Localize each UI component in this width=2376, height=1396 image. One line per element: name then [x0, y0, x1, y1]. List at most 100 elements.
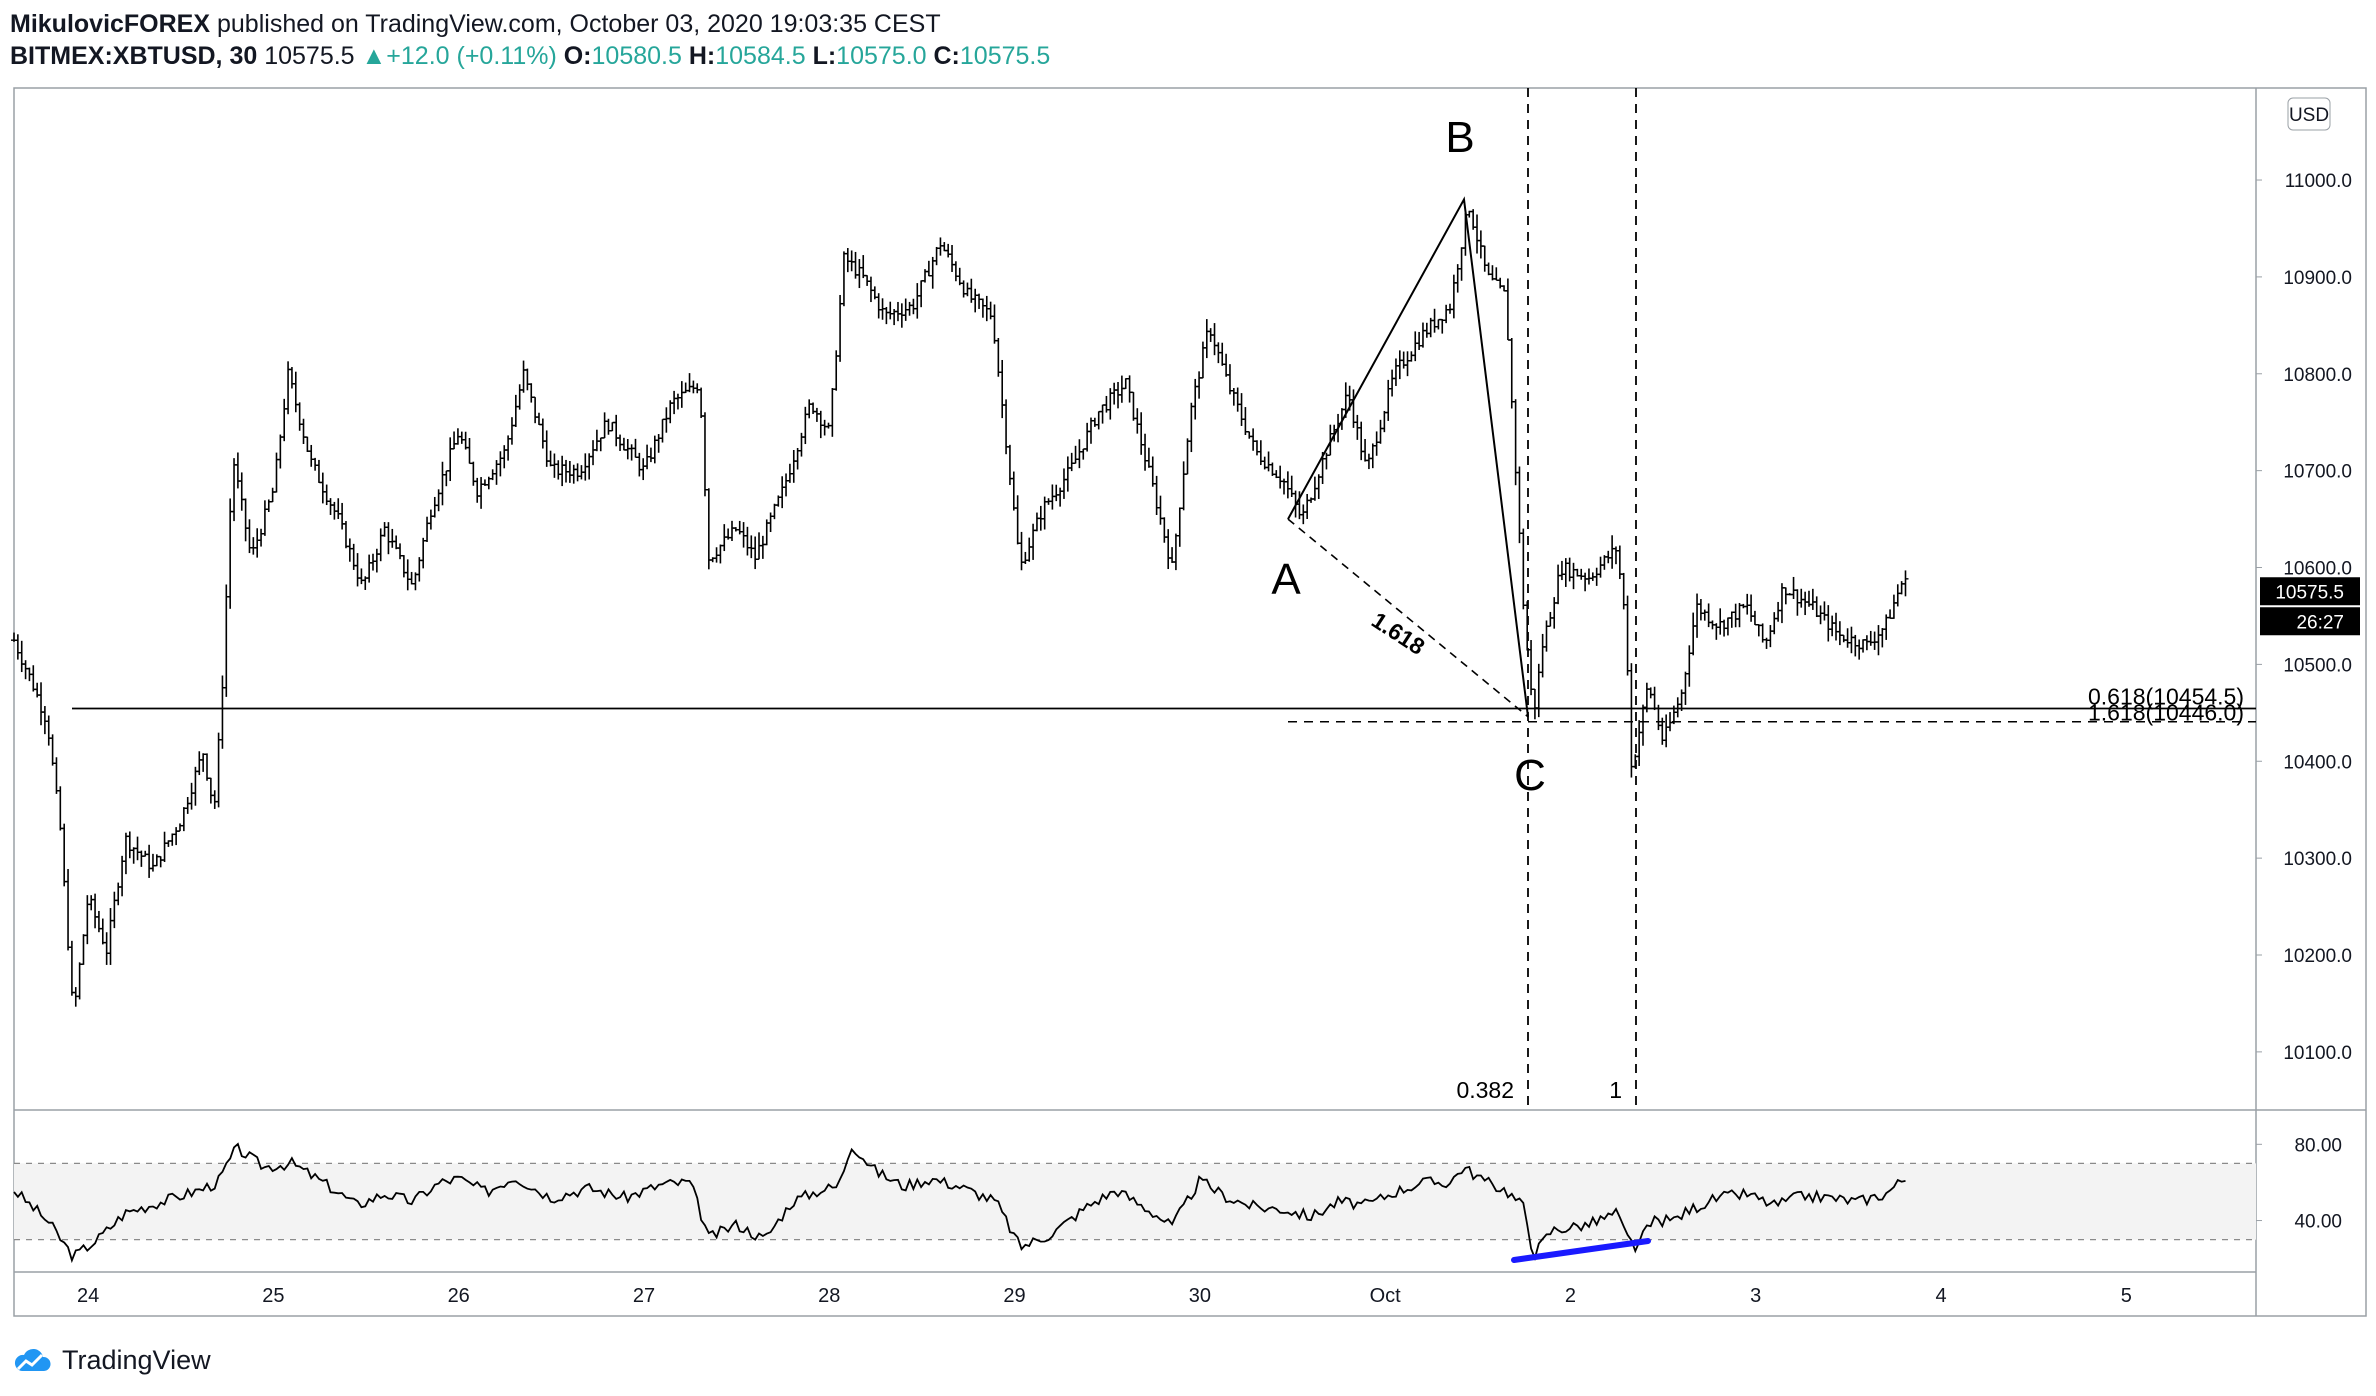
ohlc-bar [196, 751, 203, 776]
ohlc-bar [1373, 431, 1380, 456]
ohlc-bar [837, 294, 844, 362]
ohlc-bar [1281, 478, 1288, 495]
ohlc-bar [288, 367, 295, 389]
ohlc-bar [323, 484, 330, 506]
ohlc-bar [238, 472, 245, 511]
ohlc-bar [1867, 630, 1874, 646]
ohlc-bar [319, 472, 326, 504]
ohlc-bar [281, 398, 288, 442]
ohlc-bar [427, 509, 434, 530]
ohlc-bar [802, 406, 809, 445]
ohlc-bar [1751, 610, 1758, 626]
wave-label-b: B [1445, 113, 1474, 162]
ohlc-bar [995, 337, 1002, 377]
ohlc-bar [1593, 567, 1600, 586]
ohlc-bar [1095, 410, 1102, 430]
ohlc-bar [1284, 471, 1291, 499]
ohlc-bar [1315, 474, 1322, 499]
ohlc-bar [435, 489, 442, 512]
ohlc-bar [1690, 612, 1697, 656]
author-name[interactable]: MikulovicFOREX [10, 10, 211, 38]
ohlc-bar [373, 548, 380, 573]
ohlc-bar [1887, 609, 1894, 619]
ohlc-bar [979, 298, 986, 318]
ohlc-bar [188, 782, 195, 810]
ohlc-bar [1875, 625, 1882, 656]
publish-line: MikulovicFOREX published on TradingView.… [10, 8, 1050, 40]
ohlc-bar [84, 895, 91, 945]
ohlc-bar [1385, 379, 1392, 421]
ohlc-bar [1736, 602, 1743, 628]
ohlc-bar [231, 458, 238, 522]
ohlc-bar [1184, 438, 1191, 475]
ohlc-bar [200, 753, 207, 772]
abc-pattern-line[interactable] [1287, 196, 1529, 717]
ohlc-bar [752, 536, 759, 570]
symbol-label[interactable]: BITMEX:XBTUSD, 30 [10, 42, 258, 70]
ohlc-bar [605, 418, 612, 435]
time-tick-label: 4 [1935, 1285, 1946, 1307]
ohlc-bar [1400, 351, 1407, 369]
currency-badge-box[interactable] [2287, 97, 2331, 131]
ohlc-bar [1396, 350, 1403, 380]
time-tick-label: 25 [262, 1285, 284, 1307]
ohlc-bar [570, 464, 577, 484]
chart-frame [13, 87, 2367, 1317]
countdown-tag-box [2260, 607, 2360, 636]
ohlc-bar [829, 388, 836, 437]
ohlc-bar [80, 934, 87, 965]
ohlc-bar [1778, 583, 1785, 624]
ohlc-bar [1450, 274, 1457, 319]
ohlc-bar [107, 908, 114, 965]
ohlc-bar [728, 520, 735, 541]
ohlc-bar [68, 940, 75, 996]
ohlc-bar [1431, 308, 1438, 333]
ohlc-bar [1064, 456, 1071, 492]
ohlc-bar [636, 452, 643, 477]
ohlc-bar [478, 477, 485, 509]
ohlc-bar [906, 301, 913, 316]
tradingview-logo[interactable]: TradingView [12, 1340, 211, 1380]
ohlc-bar [1578, 568, 1585, 580]
ohlc-bar [524, 368, 531, 391]
ohlc-bar [1030, 523, 1037, 560]
wave-label-a: A [1271, 555, 1301, 604]
ohlc-bar [1211, 323, 1218, 356]
ohlc-bar [671, 390, 678, 415]
ohlc-bar [1192, 378, 1199, 420]
ohlc-bar [678, 381, 685, 408]
ohlc-bar [466, 438, 473, 465]
ohlc-bar [497, 451, 504, 477]
ohlc-bar [875, 293, 882, 319]
ohlc-bar [366, 554, 373, 583]
ohlc-bar [1033, 512, 1040, 532]
ohlc-bar [1474, 214, 1481, 254]
time-tick-label: 27 [633, 1285, 655, 1307]
ohlc-bar [420, 537, 427, 569]
ohlc-bar [945, 243, 952, 258]
ohlc-bar [617, 434, 624, 451]
ohlc-bar [1547, 611, 1554, 627]
ohlc-bar [1408, 351, 1415, 362]
ohlc-bar [717, 544, 724, 564]
ac-projection-line[interactable] [1287, 518, 1529, 718]
ohlc-bar [1848, 626, 1855, 654]
ohlc-bar [929, 256, 936, 289]
price-tick-label: 10800.0 [2283, 365, 2352, 386]
countdown-tag: 26:27 [2296, 612, 2344, 633]
ohlc-bar [308, 444, 315, 467]
ohlc-bar [1902, 570, 1909, 597]
rsi-divergence-line[interactable] [1511, 1238, 1651, 1263]
ohlc-bar [844, 248, 851, 273]
ohlc-bar [910, 298, 917, 315]
ohlc-bar [1620, 572, 1627, 610]
ohlc-bar [1551, 597, 1558, 629]
ohlc-bar [690, 380, 697, 394]
ohlc-bar [447, 437, 454, 482]
ohlc-bar [1099, 404, 1106, 424]
ohlc-bar [1389, 369, 1396, 397]
ohlc-bar [1358, 421, 1365, 461]
ohlc-bar [358, 568, 365, 585]
ohlc-bar [767, 512, 774, 533]
